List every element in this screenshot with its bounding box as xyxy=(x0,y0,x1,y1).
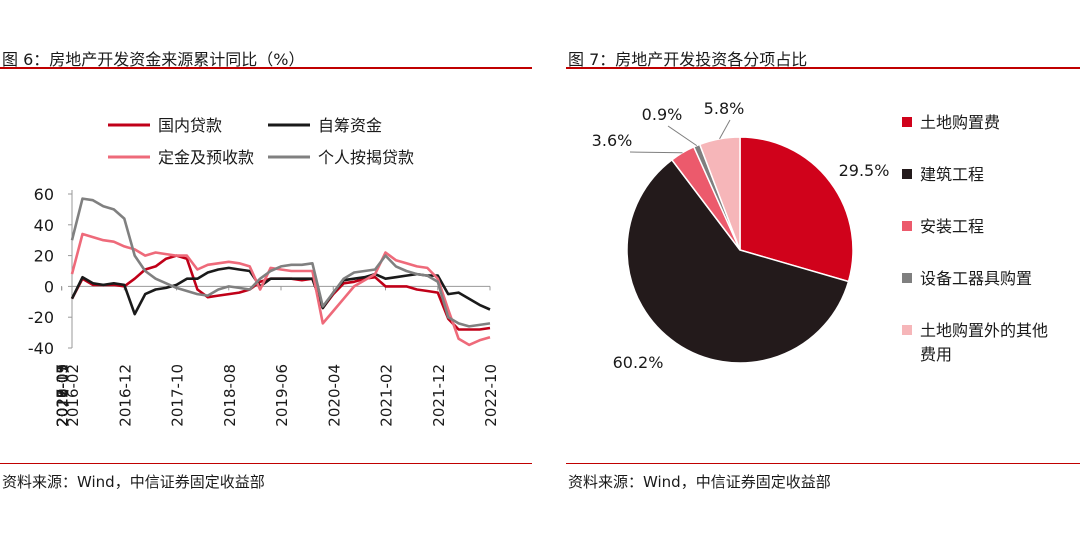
pie-chart-source: 资料来源：Wind，中信证券固定收益部 xyxy=(568,473,831,491)
legend-swatch xyxy=(902,169,912,179)
legend-label: 国内贷款 xyxy=(158,116,222,135)
legend-label: 设备工器具购置 xyxy=(920,269,1032,288)
legend-label: 自筹资金 xyxy=(318,116,382,135)
x-tick-label: 2020-09 xyxy=(54,364,72,427)
source-rule xyxy=(566,463,1080,464)
leader-line xyxy=(719,119,731,140)
legend-label: 土地购置费 xyxy=(920,113,1000,132)
pie-chart-title: 图 7：房地产开发投资各分项占比 xyxy=(568,50,808,69)
x-tick-label: 2021-07 xyxy=(54,364,72,427)
legend-label: 建筑工程 xyxy=(920,165,984,184)
series-line xyxy=(70,197,491,328)
x-tick-label: 2020-04 xyxy=(325,364,343,427)
pie-slice xyxy=(698,136,741,251)
slice-value-label: 60.2% xyxy=(613,353,664,372)
pie-slice xyxy=(626,158,850,364)
line-chart-panel: 图 6：房地产开发资金来源累计同比（%） -40 -20 0 20 40 60 2016-0… xyxy=(0,0,532,534)
y-tick-label: -20 xyxy=(28,308,54,327)
legend-label: 土地购置外的其他 xyxy=(920,321,1048,340)
x-tick-label: 2019-01 xyxy=(54,364,72,427)
y-tick-label: 40 xyxy=(34,216,54,235)
source-rule xyxy=(0,463,532,464)
y-tick-label: 0 xyxy=(44,277,54,296)
x-tick-label: 2018-08 xyxy=(221,364,239,427)
legend-label: 个人按揭贷款 xyxy=(318,148,414,167)
legend-label: 安装工程 xyxy=(920,217,984,236)
line-chart-title: 图 6：房地产开发资金来源累计同比（%） xyxy=(2,50,305,69)
legend-swatch xyxy=(902,325,912,335)
legend-label: 定金及预收款 xyxy=(158,148,254,167)
x-tick-label: 2017-10 xyxy=(169,364,187,427)
y-tick-label: 60 xyxy=(34,185,54,204)
pie-chart: 29.5% 60.2% 3.6% 0.9% 5.8% 土地购置费建筑工程安装工程设备工器具… xyxy=(592,99,1048,372)
title-rule xyxy=(0,67,532,69)
slice-value-label: 5.8% xyxy=(704,99,745,118)
x-tick-label: 2022-10 xyxy=(482,364,500,427)
legend-swatch xyxy=(902,273,912,283)
slice-value-label: 0.9% xyxy=(642,105,683,124)
series-line xyxy=(70,232,491,347)
x-tick-label: 2016-02 xyxy=(64,364,82,427)
x-tick-label: 2017-05 xyxy=(54,364,72,427)
y-tick-label: -40 xyxy=(28,339,54,358)
x-tick-label: 2018-03 xyxy=(54,364,72,427)
x-tick-label: 2021-12 xyxy=(430,364,448,427)
x-tick-label: 2021-02 xyxy=(378,364,396,427)
slice-value-label: 29.5% xyxy=(839,161,890,180)
x-tick-label: 2019-06 xyxy=(273,364,291,427)
leader-line xyxy=(629,151,683,154)
legend-label: 费用 xyxy=(920,345,952,364)
slice-value-label: 3.6% xyxy=(592,131,633,150)
legend-swatch xyxy=(902,117,912,127)
x-tick-label: 2016-07 xyxy=(54,364,72,427)
title-rule xyxy=(566,67,1080,69)
legend-swatch xyxy=(902,221,912,231)
x-tick-label: 2022-05 xyxy=(54,364,72,427)
x-tick-label: 2019-11 xyxy=(54,364,72,427)
x-tick-label: 2016-12 xyxy=(116,364,134,427)
y-tick-label: 20 xyxy=(34,247,54,266)
pie-slice xyxy=(739,136,854,283)
leader-line xyxy=(667,125,698,147)
line-chart-source: 资料来源：Wind，中信证券固定收益部 xyxy=(2,473,265,491)
pie-chart-panel: 图 7：房地产开发投资各分项占比 29.5% 60.2% 3.6% 0.9% 5.8% 土… xyxy=(566,0,1080,534)
